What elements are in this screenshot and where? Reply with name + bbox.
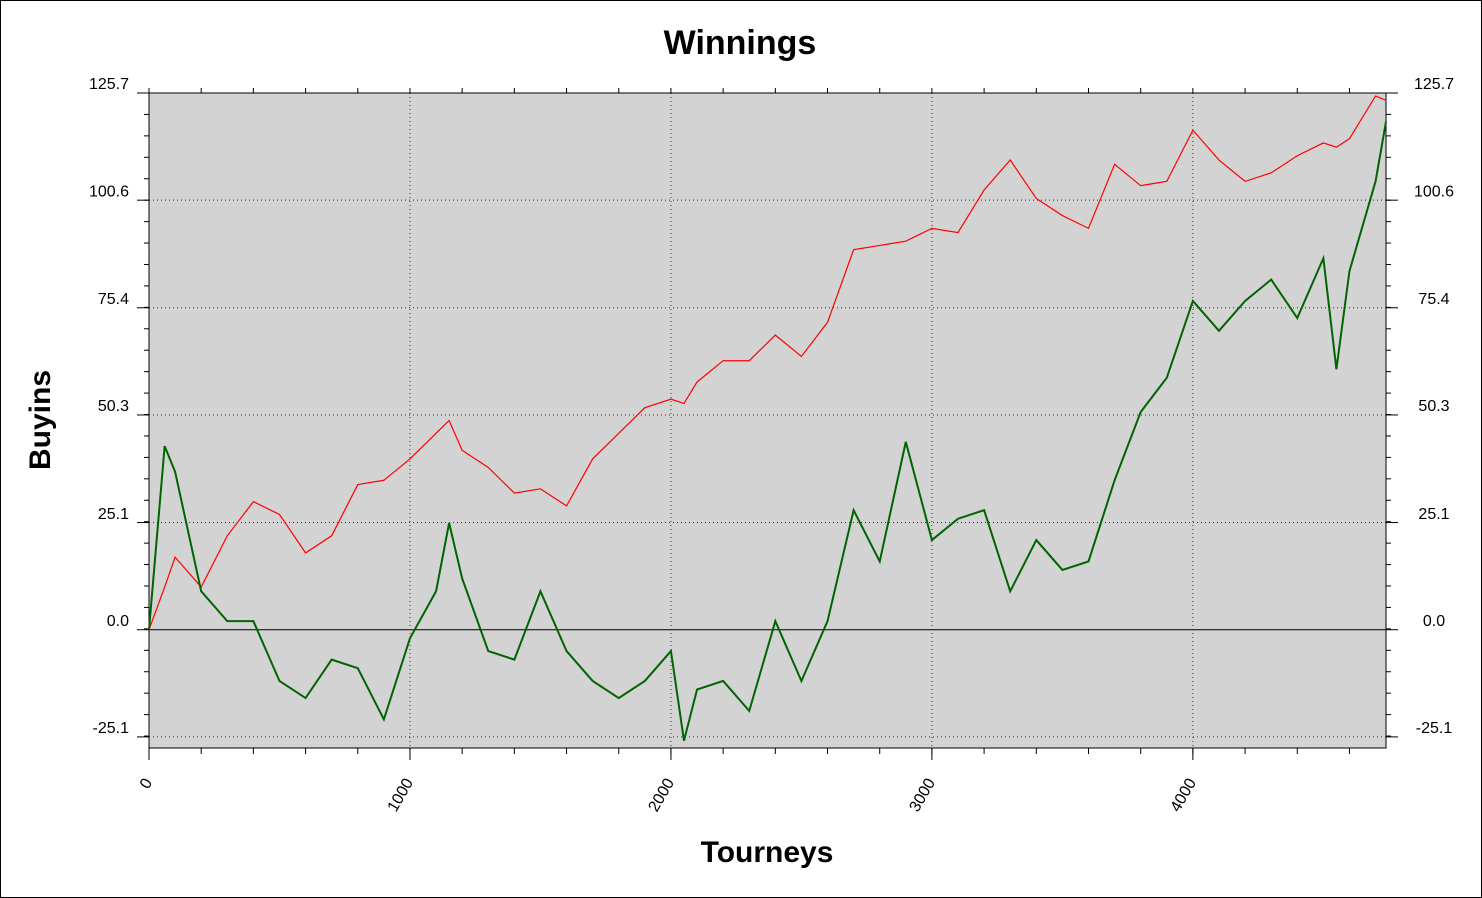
y-axis-title: Buyins xyxy=(24,370,57,470)
y2-tick-label: 25.1 xyxy=(1418,506,1449,523)
y2-tick-label: 125.7 xyxy=(1414,76,1454,93)
y2-tick-label: 50.3 xyxy=(1418,398,1449,415)
y-tick-label: 0.0 xyxy=(107,613,129,630)
y2-tick-label: 75.4 xyxy=(1418,291,1449,308)
series-line xyxy=(148,95,1387,630)
y-tick-label: 75.4 xyxy=(98,291,129,308)
y-tick-label: 125.7 xyxy=(89,76,129,93)
y-tick-label: 50.3 xyxy=(98,398,129,415)
y-tick-label: 100.6 xyxy=(89,183,129,200)
plot-area xyxy=(149,93,1386,748)
y-tick-label: 25.1 xyxy=(98,506,129,523)
plot-border xyxy=(148,92,1387,749)
y2-tick-label: -25.1 xyxy=(1416,720,1453,737)
chart-title: Winnings xyxy=(664,24,817,62)
y-tick-label: -25.1 xyxy=(93,720,130,737)
x-axis-title: Tourneys xyxy=(701,836,834,869)
y2-tick-label: 0.0 xyxy=(1423,613,1445,630)
y2-tick-label: 100.6 xyxy=(1414,183,1454,200)
series-line xyxy=(148,121,1387,741)
